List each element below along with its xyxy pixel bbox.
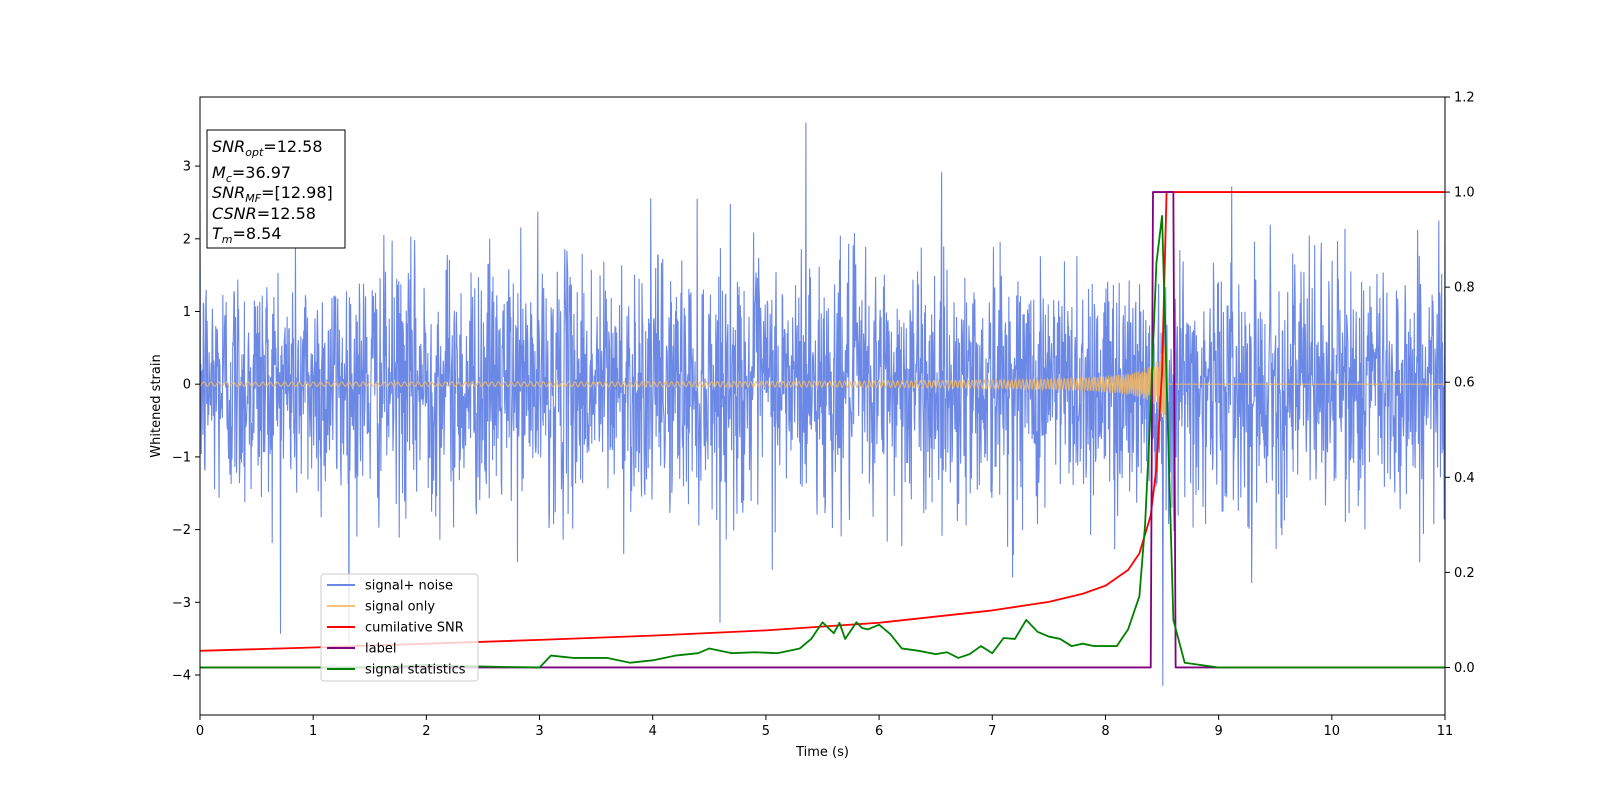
annotation-subscript: m [222, 233, 233, 246]
axes-frame [199, 96, 1446, 716]
legend-label: label [365, 642, 396, 657]
annotation-symbol: T [212, 224, 223, 243]
y2-tick-label: 0.4 [1454, 471, 1475, 486]
stats-annotation-box: SNRopt=12.58Mc=36.97SNRMF=[12.98]CSNR=12… [206, 129, 346, 249]
annotation-subscript: MF [245, 192, 261, 205]
series-signal-only [200, 341, 1445, 420]
annotation-symbol: SNR [212, 183, 245, 202]
annotation-value: =12.58 [257, 204, 316, 223]
annotation-line: SNRMF=[12.98] [212, 183, 333, 205]
y2-tick-label: 0.8 [1454, 281, 1475, 296]
plot-area [200, 122, 1445, 686]
x-tick-label: 10 [1324, 724, 1341, 739]
x-tick-label: 4 [649, 724, 657, 739]
y-tick-label: 3 [183, 160, 191, 175]
legend-label: signal only [365, 600, 435, 615]
annotation-line: Tm=8.54 [212, 224, 282, 246]
legend-label: signal+ noise [365, 579, 453, 594]
x-tick-label: 9 [1214, 724, 1222, 739]
legend-frame [320, 573, 479, 682]
annotation-subscript: opt [245, 146, 264, 159]
annotation-line: CSNR=12.58 [212, 204, 316, 223]
x-tick-label: 6 [875, 724, 883, 739]
x-tick-label: 5 [762, 724, 770, 739]
series-signal-noise [200, 122, 1445, 686]
y-axis-right: 0.0 0.2 0.4 0.6 0.8 1.0 1.2 [1445, 91, 1475, 676]
annotation-frame [206, 129, 346, 249]
series-cumilative-snr [200, 191, 1445, 652]
annotation-value: =36.97 [232, 163, 291, 182]
y-tick-label: −2 [172, 523, 191, 538]
annotation-symbol: SNR [212, 137, 245, 156]
series-signal-statistics [200, 214, 1445, 669]
y-tick-label: −1 [172, 450, 191, 465]
x-tick-label: 3 [535, 724, 543, 739]
x-axis: 0 1 2 3 4 5 6 7 8 9 10 11 [196, 715, 1453, 739]
y-axis-left: −4 −3 −2 −1 0 1 2 3 [172, 160, 200, 684]
x-tick-label: 2 [422, 724, 430, 739]
legend-label: signal statistics [365, 663, 466, 678]
x-tick-label: 11 [1437, 724, 1454, 739]
y-axis-label: Whitened strain [149, 354, 164, 457]
annotation-value: =12.58 [263, 137, 322, 156]
x-tick-label: 8 [1101, 724, 1109, 739]
y2-tick-label: 0.6 [1454, 376, 1475, 391]
y-tick-label: 2 [183, 232, 191, 247]
annotation-value: =[12.98] [261, 183, 333, 202]
annotation-symbol: M [212, 163, 226, 182]
y-tick-label: −3 [172, 596, 191, 611]
x-tick-label: 1 [309, 724, 317, 739]
y-tick-label: 0 [183, 378, 191, 393]
annotation-line: SNRopt=12.58 [212, 137, 323, 159]
annotation-symbol: CSNR [212, 204, 257, 223]
x-tick-label: 7 [988, 724, 996, 739]
y2-tick-label: 1.2 [1454, 91, 1475, 106]
legend: signal+ noise signal only cumilative SNR la… [320, 573, 479, 682]
y-tick-label: −4 [172, 669, 191, 684]
y-tick-label: 1 [183, 305, 191, 320]
annotation-subscript: c [226, 172, 232, 185]
annotation-value: =8.54 [233, 224, 282, 243]
y2-tick-label: 1.0 [1454, 186, 1475, 201]
annotation-line: Mc=36.97 [212, 163, 291, 185]
legend-label: cumilative SNR [365, 621, 464, 636]
y2-tick-label: 0.2 [1454, 566, 1475, 581]
x-tick-label: 0 [196, 724, 204, 739]
x-axis-label: Time (s) [795, 745, 849, 760]
y2-tick-label: 0.0 [1454, 661, 1475, 676]
